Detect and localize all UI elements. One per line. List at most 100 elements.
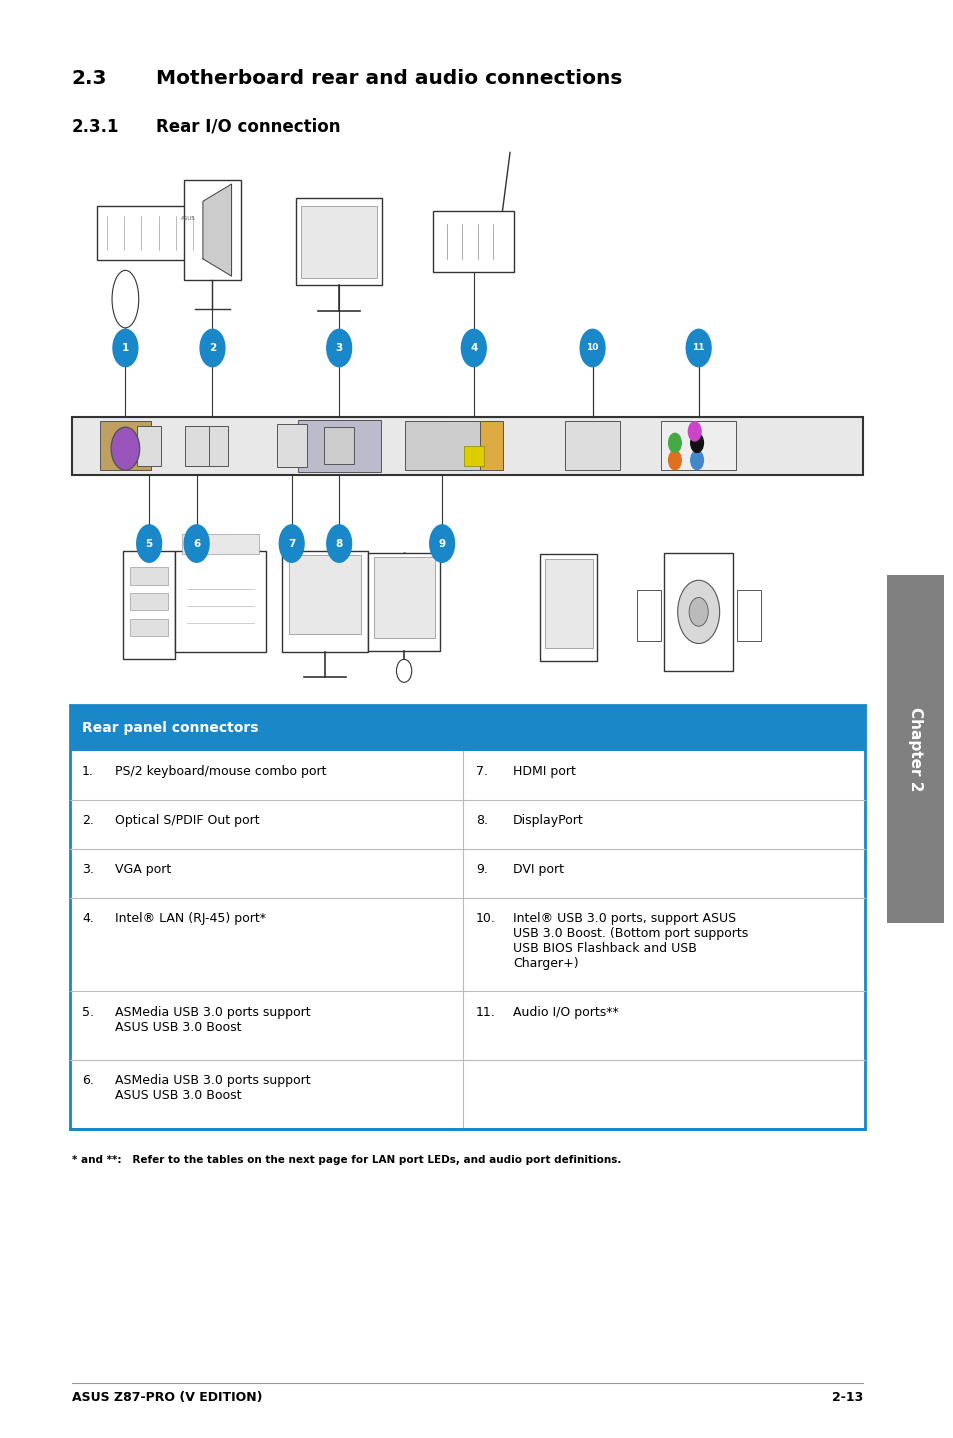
Bar [539, 554, 597, 661]
Text: ASUS Z87-PRO (V EDITION): ASUS Z87-PRO (V EDITION) [71, 1391, 262, 1403]
Bar [276, 424, 307, 467]
Circle shape [668, 450, 680, 470]
Text: 4.: 4. [82, 912, 93, 926]
Text: HDMI port: HDMI port [513, 765, 576, 778]
Text: Intel® LAN (RJ-45) port*: Intel® LAN (RJ-45) port* [115, 912, 266, 926]
Text: 2.3.1: 2.3.1 [71, 118, 119, 137]
Text: 4: 4 [470, 344, 477, 352]
Bar [544, 559, 592, 647]
Bar [301, 206, 377, 278]
Bar [197, 426, 228, 466]
Bar [184, 180, 241, 280]
Bar [130, 620, 168, 637]
Polygon shape [203, 184, 232, 276]
Bar [282, 551, 368, 653]
Text: 9.: 9. [476, 863, 487, 876]
Text: 2-13: 2-13 [831, 1391, 862, 1403]
Bar [175, 551, 266, 653]
Bar [182, 533, 258, 554]
Circle shape [327, 329, 352, 367]
Circle shape [688, 598, 707, 627]
Circle shape [279, 525, 304, 562]
Text: 6: 6 [193, 539, 200, 548]
Text: 7: 7 [288, 539, 295, 548]
Text: 2.: 2. [82, 814, 93, 827]
Bar [660, 421, 736, 470]
Circle shape [200, 329, 225, 367]
Text: 10.: 10. [476, 912, 496, 926]
Text: 10: 10 [586, 344, 598, 352]
Bar [636, 590, 659, 641]
Text: * and **:   Refer to the tables on the next page for LAN port LEDs, and audio po: * and **: Refer to the tables on the nex… [71, 1155, 620, 1165]
Text: 8: 8 [335, 539, 342, 548]
Circle shape [111, 427, 139, 470]
Text: PS/2 keyboard/mouse combo port: PS/2 keyboard/mouse combo port [115, 765, 327, 778]
Circle shape [184, 525, 209, 562]
Text: 9: 9 [438, 539, 445, 548]
Text: 8.: 8. [476, 814, 487, 827]
Bar [297, 420, 380, 472]
Circle shape [396, 659, 412, 683]
Text: 6.: 6. [82, 1074, 93, 1087]
Text: VGA port: VGA port [115, 863, 172, 876]
Circle shape [112, 329, 137, 367]
Bar [137, 426, 161, 466]
Text: 2: 2 [209, 344, 216, 352]
Text: 3.: 3. [82, 863, 93, 876]
Text: Rear panel connectors: Rear panel connectors [82, 720, 258, 735]
Text: Motherboard rear and audio connections: Motherboard rear and audio connections [155, 69, 621, 88]
Circle shape [690, 450, 702, 470]
Bar [324, 427, 354, 464]
Circle shape [677, 581, 719, 644]
Text: 5.: 5. [82, 1005, 94, 1018]
Text: 2.3: 2.3 [71, 69, 107, 88]
Bar [368, 554, 439, 650]
Bar [97, 206, 212, 260]
Bar [433, 211, 514, 272]
Text: Intel® USB 3.0 ports, support ASUS
USB 3.0 Boost. (Bottom port supports
USB BIOS: Intel® USB 3.0 ports, support ASUS USB 3… [513, 912, 747, 971]
Circle shape [690, 433, 702, 453]
Bar [130, 567, 168, 584]
Bar [99, 421, 151, 470]
Bar [886, 575, 943, 923]
Bar [736, 590, 760, 641]
Bar [663, 554, 732, 670]
Bar [70, 705, 864, 1129]
Circle shape [429, 525, 454, 562]
Text: Audio I/O ports**: Audio I/O ports** [513, 1005, 618, 1018]
Text: ASMedia USB 3.0 ports support
ASUS USB 3.0 Boost: ASMedia USB 3.0 ports support ASUS USB 3… [115, 1005, 311, 1034]
Bar [444, 421, 503, 470]
Text: ASMedia USB 3.0 ports support
ASUS USB 3.0 Boost: ASMedia USB 3.0 ports support ASUS USB 3… [115, 1074, 311, 1103]
Bar [289, 555, 361, 634]
Circle shape [579, 329, 604, 367]
Bar [70, 705, 864, 751]
Circle shape [136, 525, 161, 562]
Text: Rear I/O connection: Rear I/O connection [155, 118, 339, 137]
Bar [464, 446, 483, 466]
Bar [404, 421, 479, 470]
Circle shape [461, 329, 486, 367]
Bar [374, 557, 435, 638]
Bar [564, 421, 619, 470]
Text: DisplayPort: DisplayPort [513, 814, 583, 827]
Text: 3: 3 [335, 344, 342, 352]
Bar [296, 198, 382, 285]
Bar [71, 417, 862, 475]
Text: 1.: 1. [82, 765, 93, 778]
Circle shape [685, 329, 710, 367]
Text: 1: 1 [122, 344, 129, 352]
Text: ASUS: ASUS [180, 216, 195, 221]
Bar [185, 426, 209, 466]
Text: Optical S/PDIF Out port: Optical S/PDIF Out port [115, 814, 260, 827]
Bar [130, 594, 168, 611]
Circle shape [327, 525, 352, 562]
Ellipse shape [112, 270, 138, 328]
Circle shape [688, 421, 700, 441]
Text: 7.: 7. [476, 765, 487, 778]
Bar [123, 551, 175, 659]
Text: Chapter 2: Chapter 2 [907, 707, 923, 791]
Text: DVI port: DVI port [513, 863, 563, 876]
Circle shape [668, 433, 680, 453]
Text: 5: 5 [146, 539, 152, 548]
Text: 11.: 11. [476, 1005, 496, 1018]
